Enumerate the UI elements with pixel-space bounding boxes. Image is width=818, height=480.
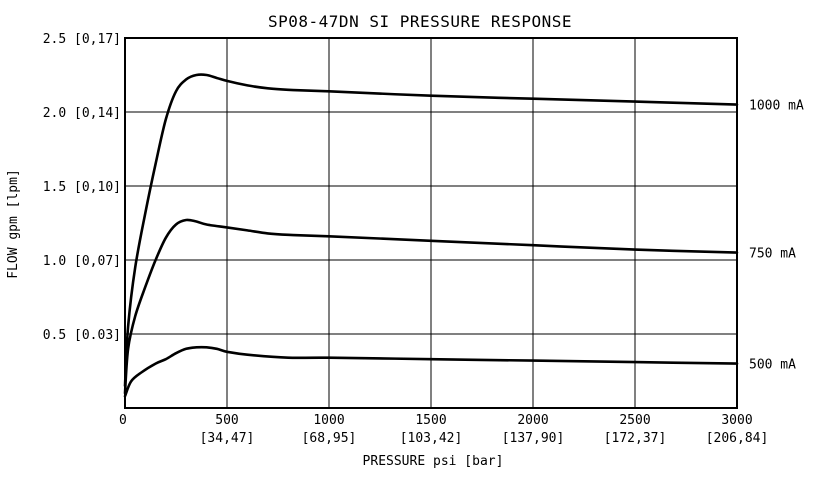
x-tick-label: 1000: [313, 413, 344, 428]
x-tick-label: 3000: [721, 413, 752, 428]
y-tick-label: 2.0 [0,14]: [43, 106, 121, 121]
chart-title: SP08-47DN SI PRESSURE RESPONSE: [268, 12, 572, 31]
y-tick-label: 1.0 [0,07]: [43, 254, 121, 269]
series-line-1000-ma: [123, 73, 739, 388]
grid-lines: [125, 38, 737, 408]
x-tick-sublabel: [172,37]: [604, 431, 667, 446]
x-tick-label: 2000: [517, 413, 548, 428]
series-line-750-ma: [123, 218, 739, 395]
x-tick-label: 2500: [619, 413, 650, 428]
x-tick-label: 500: [215, 413, 238, 428]
series-label: 1000 mA: [749, 99, 804, 114]
series-labels: 1000 mA 750 mA 500 mA: [749, 99, 804, 373]
y-tick-label: 2.5 [0,17]: [43, 32, 121, 47]
x-axis-label: PRESSURE psi [bar]: [363, 454, 504, 469]
x-tick-sublabel: [68,95]: [302, 431, 357, 446]
curves: [123, 73, 739, 398]
x-tick-label: 0: [119, 413, 127, 428]
series-label: 500 mA: [749, 358, 796, 373]
x-tick-sublabel: [34,47]: [200, 431, 255, 446]
y-tick-label: 0.5 [0.03]: [43, 328, 121, 343]
tick-labels: 0 500 [34,47] 1000 [68,95] 1500 [103,42] 2000 [1…: [43, 32, 769, 446]
x-tick-label: 1500: [415, 413, 446, 428]
y-tick-label: 1.5 [0,10]: [43, 180, 121, 195]
x-tick-sublabel: [137,90]: [502, 431, 565, 446]
x-tick-sublabel: [103,42]: [400, 431, 463, 446]
series-label: 750 mA: [749, 247, 796, 262]
series-line-500-ma: [123, 345, 739, 398]
x-tick-sublabel: [206,84]: [706, 431, 769, 446]
plot-frame: [124, 37, 738, 409]
y-axis-label: FLOW gpm [lpm]: [6, 169, 21, 279]
